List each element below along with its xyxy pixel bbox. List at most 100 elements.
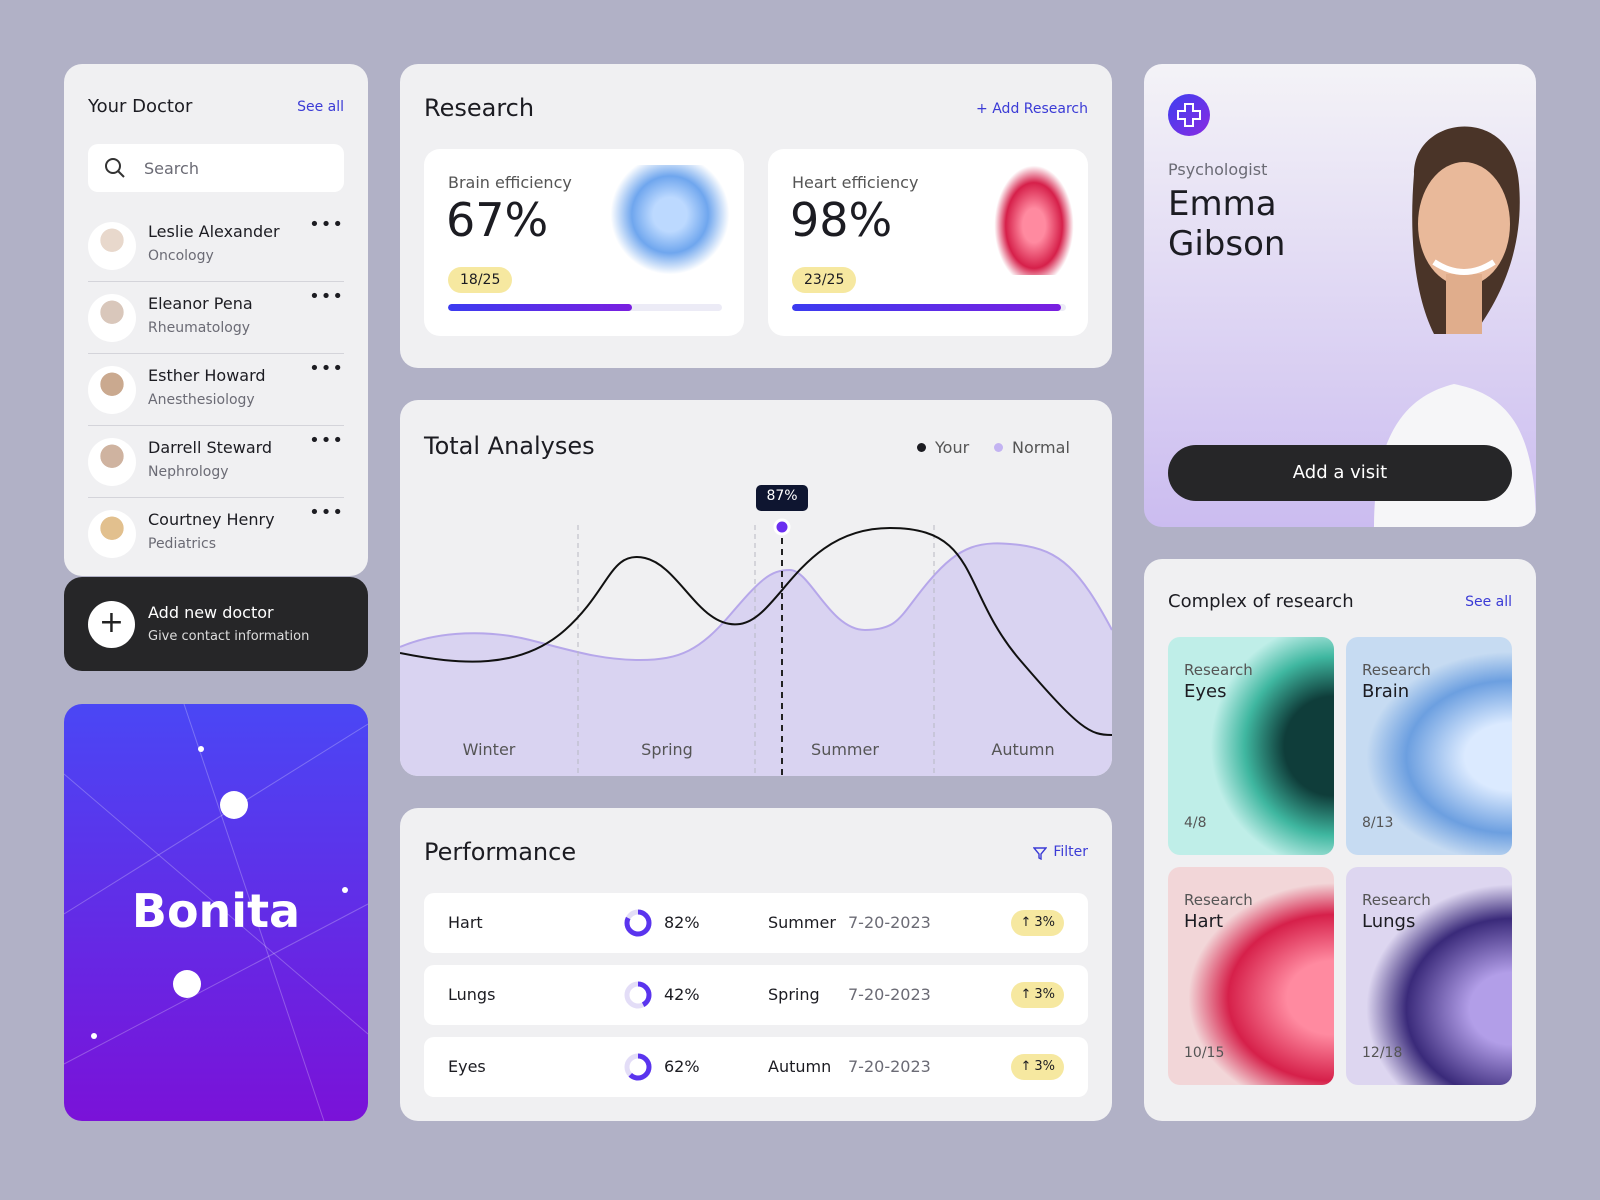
progress-track <box>448 304 722 311</box>
add-doctor-title: Add new doctor <box>148 603 274 622</box>
research-tile[interactable]: Research Lungs 12/18 <box>1346 867 1512 1085</box>
brand-name: Bonita <box>131 884 301 938</box>
doctor-row[interactable]: Darrell Steward Nephrology ••• <box>88 426 344 498</box>
search-icon <box>105 158 125 178</box>
more-icon[interactable]: ••• <box>309 502 344 523</box>
share-label: 82% <box>664 913 700 932</box>
season-dividers <box>577 525 935 776</box>
change-value: 3% <box>1034 915 1055 930</box>
doctor-name: Esther Howard <box>148 366 266 385</box>
tile-image <box>1168 637 1334 855</box>
progress-bar <box>792 304 1061 311</box>
performance-title: Performance <box>424 838 577 866</box>
analyses-card: 87% Total Analyses Your Normal Winter Sprin… <box>400 400 1112 776</box>
research-item: Brain efficiency 67% 18/25 <box>424 149 744 336</box>
organ: Hart <box>448 913 483 932</box>
research-label: Heart efficiency <box>792 173 919 192</box>
analyses-title: Total Analyses <box>424 432 595 460</box>
tile-image <box>1168 867 1334 1085</box>
doctor-specialty: Anesthesiology <box>148 392 255 408</box>
date: 7-20-2023 <box>848 913 931 932</box>
brain-image <box>610 165 730 275</box>
performance-card: Performance Filter Hart 82% Summer 7-20-202… <box>400 808 1112 1121</box>
tile-name: Eyes <box>1184 681 1227 702</box>
more-icon[interactable]: ••• <box>309 214 344 235</box>
research-title: Research <box>424 94 535 122</box>
season: Autumn <box>768 1057 832 1076</box>
search-box[interactable]: Search <box>88 144 344 192</box>
doctor-avatar <box>88 222 136 270</box>
progress-track <box>792 304 1066 311</box>
doctor-specialty: Rheumatology <box>148 320 250 336</box>
tooltip-label: 87% <box>766 488 798 504</box>
research-efficiency: 98% <box>790 193 893 247</box>
add-doctor[interactable]: + Add new doctor Give contact informatio… <box>64 577 368 671</box>
change-pill: ↑ 3% <box>1011 910 1064 936</box>
performance-row: Eyes 62% Autumn 7-20-2023 ↑ 3% <box>424 1037 1088 1097</box>
add-doctor-subtitle: Give contact information <box>148 629 310 644</box>
doctor-row[interactable]: Leslie Alexander Oncology ••• <box>88 210 344 282</box>
research-score: 23/25 <box>792 267 857 293</box>
tile-progress: 10/15 <box>1184 1045 1225 1061</box>
add-visit-button[interactable]: Add a visit <box>1168 445 1512 501</box>
doctor-name: Darrell Steward <box>148 438 273 457</box>
season: Summer <box>768 913 836 932</box>
logo-icon <box>1177 103 1201 127</box>
research-tile[interactable]: Research Eyes 4/8 <box>1168 637 1334 855</box>
complex-title: Complex of research <box>1168 591 1354 612</box>
complex-card: Complex of research See all Research Eyes… <box>1144 559 1536 1121</box>
doctor-row[interactable]: Esther Howard Anesthesiology ••• <box>88 354 344 426</box>
doctor-row[interactable]: Courtney Henry Pediatrics ••• <box>88 498 344 570</box>
doctor-row[interactable]: Eleanor Pena Rheumatology ••• <box>88 282 344 354</box>
arrow-icon: ↑ <box>1020 987 1032 1002</box>
filter[interactable]: Filter <box>1053 844 1088 860</box>
research-card: Research + Add Research Brain efficiency… <box>400 64 1112 368</box>
season-label: Autumn <box>991 740 1055 759</box>
doctor-specialty: Pediatrics <box>148 536 217 552</box>
search-placeholder: Search <box>144 159 199 178</box>
tile-kicker: Research <box>1362 891 1431 909</box>
tile-kicker: Research <box>1362 661 1431 679</box>
share-donut <box>624 1053 652 1081</box>
change-value: 3% <box>1034 1059 1055 1074</box>
heart-image <box>994 165 1074 275</box>
progress-bar <box>448 304 632 311</box>
profile-role: Psychologist <box>1168 160 1268 179</box>
tile-kicker: Research <box>1184 891 1253 909</box>
arrow-icon: ↑ <box>1020 1059 1032 1074</box>
research-efficiency: 67% <box>446 193 549 247</box>
date: 7-20-2023 <box>848 985 931 1004</box>
share-label: 42% <box>664 985 700 1004</box>
season-label: Winter <box>462 740 516 759</box>
tile-image <box>1346 637 1512 855</box>
research-item: Heart efficiency 98% 23/25 <box>768 149 1088 336</box>
see-all[interactable]: See all <box>297 99 344 115</box>
tile-kicker: Research <box>1184 661 1253 679</box>
complex-see-all[interactable]: See all <box>1465 594 1512 610</box>
more-icon[interactable]: ••• <box>309 358 344 379</box>
research-tile[interactable]: Research Brain 8/13 <box>1346 637 1512 855</box>
profile-name: Emma Gibson <box>1168 184 1286 264</box>
filter-icon <box>1033 847 1047 860</box>
doctor-name: Leslie Alexander <box>148 222 280 241</box>
research-tile[interactable]: Research Hart 10/15 <box>1168 867 1334 1085</box>
more-icon[interactable]: ••• <box>309 286 344 307</box>
tile-progress: 8/13 <box>1362 815 1394 831</box>
season: Spring <box>768 985 820 1004</box>
plus-icon: + <box>88 601 135 648</box>
legend-dot <box>994 443 1003 452</box>
doctor-name: Courtney Henry <box>148 510 275 529</box>
brand-graphic <box>64 704 368 1121</box>
add-research[interactable]: + Add Research <box>976 101 1088 117</box>
doctor-avatar <box>88 510 136 558</box>
more-icon[interactable]: ••• <box>309 430 344 451</box>
change-pill: ↑ 3% <box>1011 982 1064 1008</box>
tile-name: Brain <box>1362 681 1410 702</box>
organ: Eyes <box>448 1057 486 1076</box>
highlight-point <box>773 518 791 536</box>
legend-dot <box>917 443 926 452</box>
organ: Lungs <box>448 985 496 1004</box>
share-donut <box>624 981 652 1009</box>
